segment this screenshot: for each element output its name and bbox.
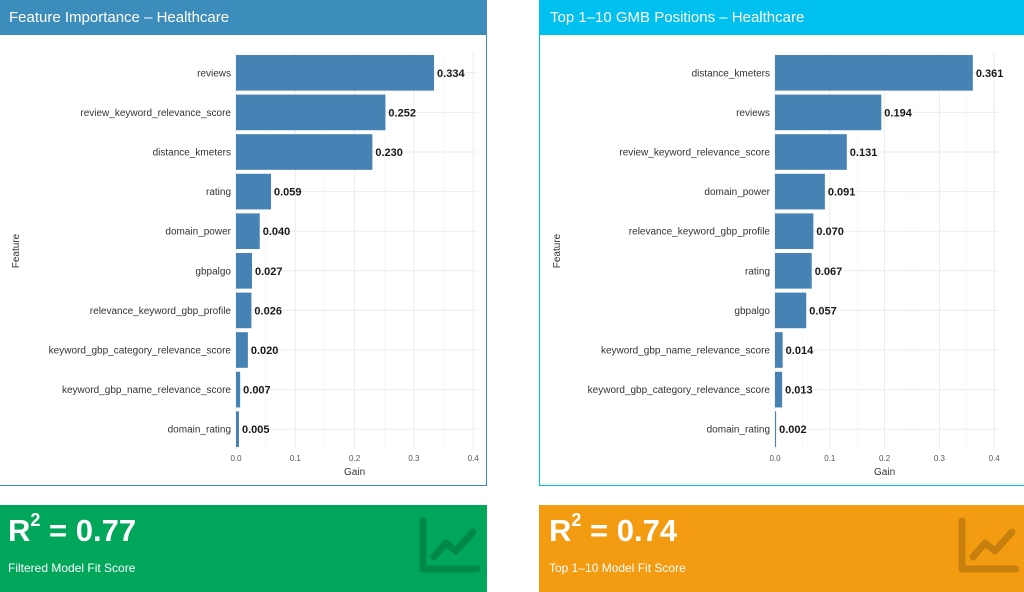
bar	[775, 173, 825, 210]
category-label: review_keyword_relevance_score	[619, 148, 770, 159]
data-label: 0.194	[884, 107, 912, 119]
data-label: 0.067	[815, 266, 843, 278]
x-axis-title: Gain	[874, 467, 895, 478]
data-label: 0.002	[779, 424, 807, 436]
data-label: 0.020	[251, 345, 279, 357]
category-label: keyword_gbp_category_relevance_score	[588, 385, 771, 396]
data-label: 0.059	[274, 187, 302, 199]
category-label: domain_rating	[168, 425, 231, 436]
tick-label: 0.3	[408, 454, 420, 463]
tick-label: 0.1	[290, 454, 302, 463]
bar	[775, 371, 783, 408]
bar	[775, 332, 783, 368]
category-label: gbpalgo	[195, 266, 231, 277]
data-label: 0.230	[375, 147, 403, 159]
bar	[775, 252, 812, 289]
bar	[775, 94, 882, 131]
category-label: relevance_keyword_gbp_profile	[629, 227, 771, 238]
data-label: 0.014	[786, 345, 814, 357]
y-axis-title: Feature	[552, 233, 563, 268]
data-label: 0.040	[263, 226, 291, 238]
bar	[236, 292, 252, 329]
category-label: reviews	[197, 68, 231, 79]
category-label: keyword_gbp_name_relevance_score	[601, 346, 770, 357]
data-label: 0.091	[828, 187, 856, 199]
category-label: relevance_keyword_gbp_profile	[90, 306, 232, 317]
tick-label: 0.4	[989, 454, 1001, 463]
bar	[775, 213, 814, 250]
bar	[775, 411, 777, 448]
category-label: reviews	[736, 108, 770, 119]
filtered-model-fit-valuebox: R2 = 0.77 Filtered Model Fit Score	[0, 505, 487, 592]
bar	[236, 252, 253, 289]
data-label: 0.057	[809, 305, 837, 317]
tick-label: 0.0	[230, 454, 242, 463]
category-label: rating	[745, 266, 770, 277]
data-label: 0.131	[850, 147, 878, 159]
bar	[775, 292, 807, 329]
valuebox-subtitle: Filtered Model Fit Score	[8, 561, 136, 575]
tick-label: 0.1	[824, 454, 836, 463]
data-label: 0.027	[255, 266, 283, 278]
r-squared-value: R2 = 0.77	[8, 510, 137, 548]
y-axis-title: Feature	[11, 233, 22, 268]
data-label: 0.070	[816, 226, 844, 238]
tick-label: 0.3	[934, 454, 946, 463]
x-axis-title: Gain	[344, 467, 365, 478]
top10-positions-chart: 0.361 distance_kmeters 0.194 reviews 0.131 re…	[552, 53, 1004, 478]
top10-model-fit-valuebox: R2 = 0.74 Top 1–10 Model Fit Score	[539, 505, 1024, 592]
category-label: review_keyword_relevance_score	[80, 108, 231, 119]
data-label: 0.013	[785, 385, 813, 397]
feature-importance-panel: Feature Importance – Healthcare 0.334 rev…	[0, 0, 487, 486]
bar	[775, 134, 847, 170]
bar	[236, 134, 373, 170]
category-label: domain_power	[165, 227, 231, 238]
panel-title: Feature Importance – Healthcare	[0, 1, 486, 35]
bar	[236, 213, 260, 250]
category-label: domain_rating	[707, 425, 770, 436]
category-label: gbpalgo	[734, 306, 770, 317]
category-label: keyword_gbp_category_relevance_score	[49, 346, 232, 357]
data-label: 0.361	[976, 68, 1004, 80]
tick-label: 0.2	[879, 454, 891, 463]
data-label: 0.252	[388, 107, 416, 119]
bar	[236, 173, 271, 210]
line-chart-icon	[958, 517, 1020, 573]
category-label: domain_power	[704, 187, 770, 198]
r-squared-value: R2 = 0.74	[549, 510, 678, 548]
tick-label: 0.0	[769, 454, 781, 463]
data-label: 0.334	[437, 68, 465, 80]
data-label: 0.005	[242, 424, 270, 436]
bar	[236, 411, 239, 448]
category-label: distance_kmeters	[692, 68, 770, 79]
category-label: distance_kmeters	[153, 148, 231, 159]
tick-label: 0.4	[468, 454, 480, 463]
line-chart-icon	[419, 517, 481, 573]
bar	[775, 54, 973, 91]
tick-label: 0.2	[349, 454, 361, 463]
bar	[236, 94, 386, 131]
feature-importance-chart: 0.334 reviews 0.252 review_keyword_relevanc…	[11, 53, 480, 478]
data-label: 0.026	[254, 305, 282, 317]
top10-positions-panel: Top 1–10 GMB Positions – Healthcare 0.36…	[539, 0, 1024, 486]
bar	[236, 332, 248, 368]
valuebox-subtitle: Top 1–10 Model Fit Score	[549, 561, 686, 575]
bar	[236, 371, 241, 408]
panel-title: Top 1–10 GMB Positions – Healthcare	[540, 1, 1024, 35]
category-label: keyword_gbp_name_relevance_score	[62, 385, 231, 396]
category-label: rating	[206, 187, 231, 198]
bar	[236, 54, 435, 91]
data-label: 0.007	[243, 385, 271, 397]
